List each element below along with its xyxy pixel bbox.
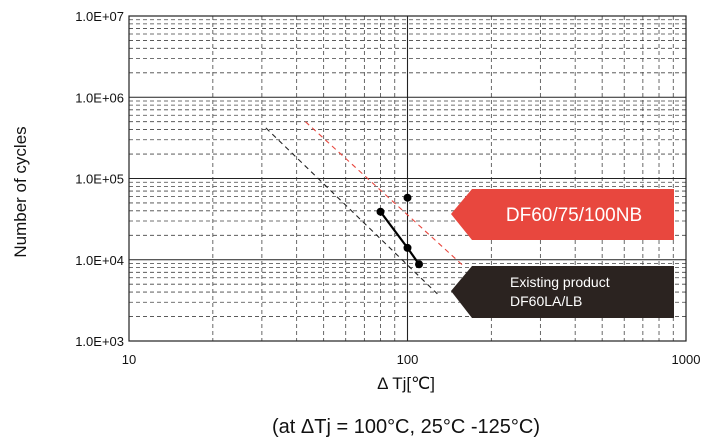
y-axis-title: Number of cycles: [11, 126, 30, 257]
series-layer: [265, 121, 465, 295]
y-tick-label: 1.0E+07: [75, 9, 124, 24]
callouts: DF60/75/100NB Existing product DF60LA/LB: [451, 189, 674, 318]
x-tick-labels: 10 100 1000: [122, 352, 701, 367]
df60-75-100nb-data-point: [403, 193, 412, 202]
df60-callout-label: DF60/75/100NB: [506, 205, 642, 226]
existing-callout-label-line2: DF60LA/LB: [510, 293, 582, 309]
chart-caption: (at ΔTj = 100°C, 25°C -125°C): [272, 416, 540, 438]
existing-callout-arrow: [451, 266, 674, 318]
plot-frame: [128, 15, 687, 342]
x-axis-title: Δ Tj[℃]: [377, 374, 435, 393]
existing-product-data-point: [415, 260, 424, 269]
df60-75-100nb-trend-line: [305, 121, 465, 268]
y-tick-labels: 1.0E+03 1.0E+04 1.0E+05 1.0E+06 1.0E+07: [75, 9, 124, 349]
x-tick-label: 100: [397, 352, 419, 367]
x-tick-label: 10: [122, 352, 136, 367]
existing-product-data-point: [376, 207, 385, 216]
y-tick-label: 1.0E+03: [75, 334, 124, 349]
y-tick-label: 1.0E+05: [75, 172, 124, 187]
y-tick-label: 1.0E+04: [75, 253, 124, 268]
x-tick-label: 1000: [672, 352, 701, 367]
df60-callout-arrow: [451, 189, 674, 240]
existing-callout-label-line1: Existing product: [510, 274, 610, 290]
existing-product-trend-line: [265, 127, 438, 295]
major-grid: [129, 16, 686, 341]
y-tick-label: 1.0E+06: [75, 90, 124, 105]
existing-product-data-point: [403, 243, 412, 252]
